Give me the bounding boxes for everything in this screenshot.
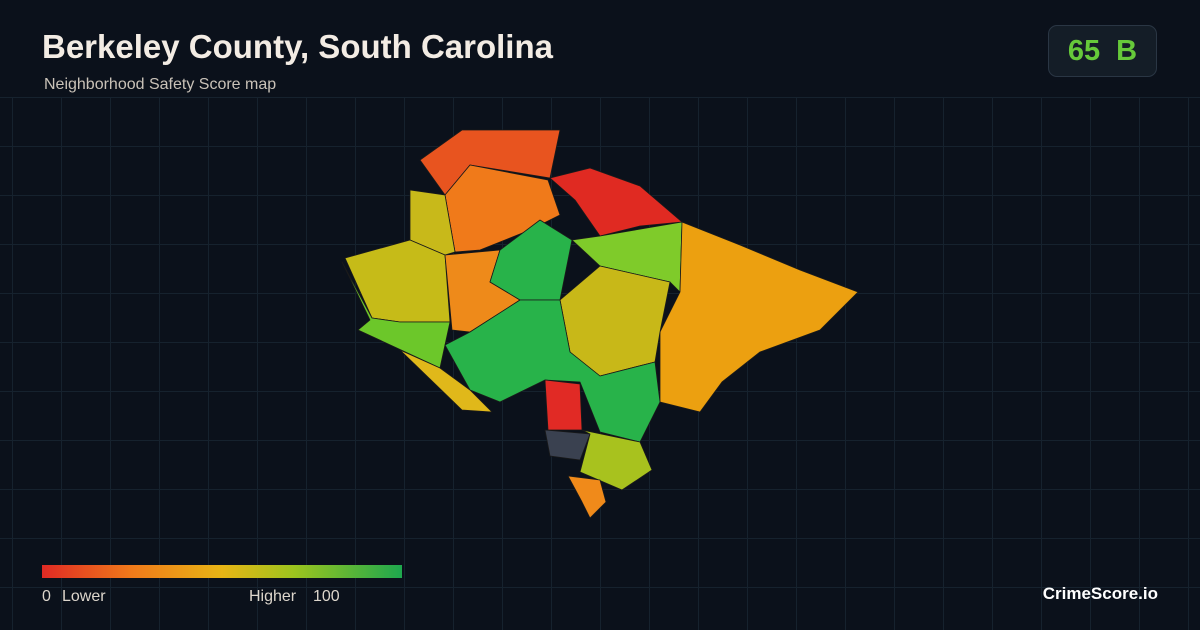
region bbox=[659, 221, 859, 413]
region bbox=[549, 167, 683, 237]
region bbox=[409, 189, 456, 256]
region bbox=[544, 379, 583, 431]
region bbox=[344, 239, 451, 323]
score-value: 65 bbox=[1067, 34, 1101, 67]
legend-min-label: Lower bbox=[62, 588, 106, 605]
region bbox=[399, 349, 493, 413]
title: Berkeley County, South Carolina bbox=[42, 28, 553, 65]
region bbox=[544, 429, 591, 461]
score-badge: 65 B bbox=[1048, 25, 1157, 77]
score-grade: B bbox=[1116, 34, 1138, 67]
legend-min: 0 bbox=[42, 588, 51, 605]
legend-gradient bbox=[42, 565, 402, 578]
region bbox=[579, 429, 653, 491]
region bbox=[567, 475, 607, 519]
brand: CrimeScore.io bbox=[1042, 584, 1158, 603]
subtitle: Neighborhood Safety Score map bbox=[44, 76, 277, 93]
legend-max-label: Higher bbox=[249, 588, 297, 605]
legend-max: 100 bbox=[313, 588, 340, 605]
